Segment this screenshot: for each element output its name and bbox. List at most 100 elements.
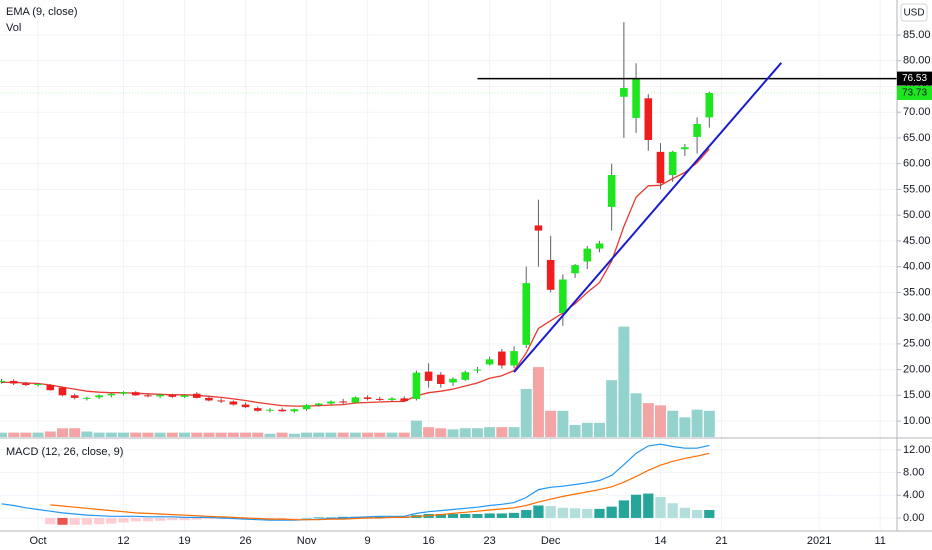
histogram-bar bbox=[569, 508, 581, 518]
candle-body bbox=[83, 397, 91, 399]
candle-body bbox=[34, 383, 42, 386]
legend-macd: MACD (12, 26, close, 9) bbox=[6, 446, 123, 458]
plot bbox=[0, 22, 897, 525]
x-tick-label: Dec bbox=[541, 535, 561, 547]
volume-bar bbox=[69, 428, 81, 437]
candle-body bbox=[583, 248, 592, 262]
candle-body bbox=[168, 394, 177, 397]
candle-body bbox=[424, 371, 433, 381]
volume-bar bbox=[703, 410, 715, 437]
y-tick-label: 30.00 bbox=[903, 312, 931, 324]
candle-body bbox=[534, 225, 543, 231]
hline-label: 76.53 bbox=[902, 73, 927, 84]
x-tick-label: 12 bbox=[117, 535, 129, 547]
y-tick-label: 25.00 bbox=[903, 338, 931, 350]
volume-bar bbox=[459, 428, 471, 437]
candle-body bbox=[278, 409, 286, 412]
volume-bar bbox=[81, 431, 93, 437]
histogram-bar bbox=[167, 517, 178, 521]
histogram-bar bbox=[435, 513, 446, 518]
currency[interactable]: USD bbox=[903, 8, 924, 19]
histogram-bar bbox=[679, 507, 691, 518]
candle-body bbox=[607, 175, 616, 207]
volume-bar bbox=[386, 432, 398, 437]
candle-body bbox=[22, 383, 30, 386]
volume-bar bbox=[569, 424, 581, 437]
histogram-bar bbox=[545, 506, 556, 518]
histogram-bar bbox=[289, 517, 300, 519]
candle-body bbox=[290, 409, 299, 412]
histogram-bar bbox=[81, 517, 93, 525]
candle-body bbox=[107, 393, 116, 396]
histogram-bar bbox=[338, 516, 349, 518]
legend-volume: Vol bbox=[6, 22, 21, 34]
candle-body bbox=[681, 147, 689, 150]
volume-bar bbox=[20, 432, 32, 437]
candle-body bbox=[668, 151, 677, 176]
histogram-bar bbox=[106, 517, 117, 524]
volume-bar bbox=[313, 432, 325, 437]
y-tick-label: 70.00 bbox=[903, 106, 931, 118]
candle-body bbox=[205, 397, 213, 401]
histogram-bar bbox=[630, 494, 642, 518]
candle-body bbox=[0, 380, 6, 382]
candle-body bbox=[351, 397, 360, 403]
histogram-bar bbox=[374, 516, 385, 518]
candle-body bbox=[192, 393, 201, 398]
candle-body bbox=[46, 385, 55, 391]
candle-body bbox=[571, 265, 579, 274]
candle-body bbox=[131, 392, 140, 396]
candle-body bbox=[620, 88, 628, 97]
candle-body bbox=[217, 400, 225, 402]
volume-bar bbox=[520, 388, 532, 437]
volume-bar bbox=[374, 432, 386, 437]
candle-body bbox=[266, 409, 274, 411]
volume-bar bbox=[349, 432, 361, 437]
candle-body bbox=[595, 243, 604, 249]
volume-bar bbox=[545, 410, 557, 437]
histogram-bar bbox=[533, 505, 544, 518]
candle-body bbox=[522, 283, 531, 345]
volume-bar bbox=[240, 432, 252, 437]
signal-line bbox=[50, 452, 710, 521]
candle-body bbox=[58, 387, 67, 396]
candle-body bbox=[376, 398, 384, 400]
histogram-bar bbox=[704, 510, 715, 518]
histogram-bar bbox=[618, 500, 629, 518]
volume-bar bbox=[288, 433, 300, 437]
currency-button[interactable] bbox=[900, 3, 928, 22]
candle-body bbox=[705, 93, 714, 118]
x-tick-label: 26 bbox=[239, 535, 251, 547]
volume-bar bbox=[642, 403, 654, 437]
axes: Oct 12 19 26 Nov 9 16 23 Dec 14 21 2021 11 10.00 15.00… bbox=[30, 29, 932, 547]
histogram-bar bbox=[191, 517, 202, 520]
volume-bar bbox=[496, 427, 508, 437]
volume-bar bbox=[679, 417, 691, 437]
volume-bar bbox=[618, 326, 630, 437]
histogram-bar bbox=[69, 517, 80, 525]
volume-bar bbox=[154, 432, 166, 437]
y-tick-label: 60.00 bbox=[903, 158, 931, 170]
candle-body bbox=[400, 398, 408, 401]
candle-body bbox=[485, 359, 494, 365]
candle-body bbox=[241, 404, 250, 408]
volume-bar bbox=[252, 432, 264, 437]
macd-tick-label: 0.00 bbox=[903, 512, 924, 524]
histogram-bar bbox=[496, 513, 507, 518]
candle-body bbox=[144, 395, 152, 397]
y-tick-label: 15.00 bbox=[903, 389, 931, 401]
candle-body bbox=[546, 259, 555, 290]
histogram-bar bbox=[667, 503, 678, 518]
x-tick-label: 16 bbox=[422, 535, 434, 547]
candle-body bbox=[95, 395, 103, 398]
volume-bar bbox=[471, 428, 483, 437]
volume-bar bbox=[179, 432, 191, 437]
candle-body bbox=[339, 401, 347, 403]
histogram-bar bbox=[93, 517, 105, 525]
volume-bar bbox=[447, 429, 459, 437]
macd-tick-label: 8.00 bbox=[903, 466, 924, 478]
histogram-bar bbox=[594, 508, 605, 518]
histogram-bar bbox=[179, 517, 190, 521]
volume-bar bbox=[264, 433, 276, 437]
